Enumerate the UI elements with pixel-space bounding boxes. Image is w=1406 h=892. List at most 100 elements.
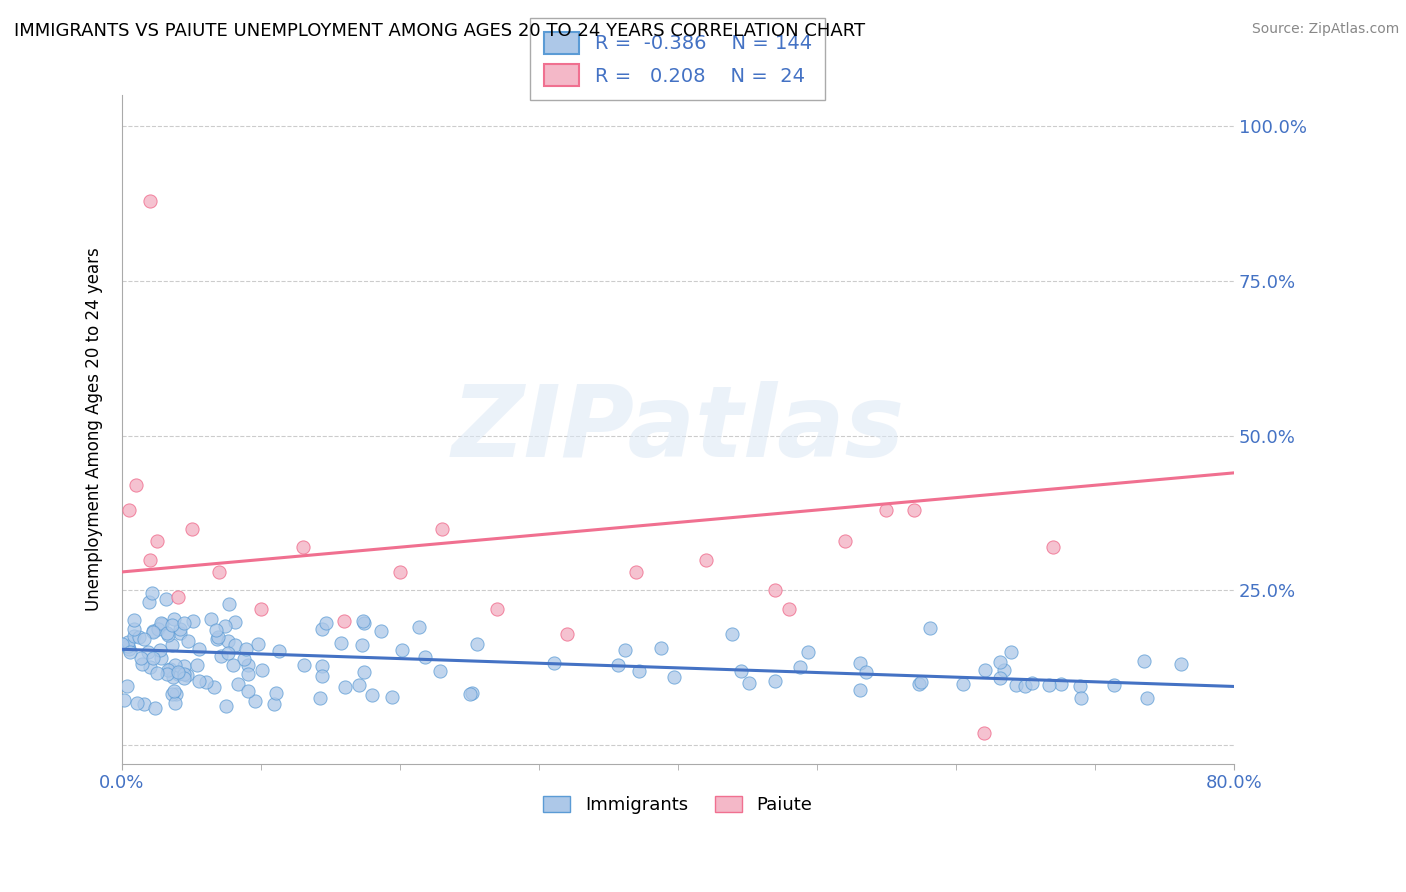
Point (243, 693, 266, 707)
Point (122, 623, 145, 637)
Y-axis label: Unemployment Among Ages 20 to 24 years: Unemployment Among Ages 20 to 24 years (86, 248, 103, 611)
Point (167, 667, 190, 681)
Point (139, 660, 162, 674)
Point (381, 690, 404, 705)
Point (149, 643, 172, 657)
Point (173, 671, 195, 685)
Point (117, 634, 139, 648)
Point (352, 615, 374, 629)
Point (555, 627, 578, 641)
Point (291, 540, 314, 554)
Point (1014, 679, 1036, 693)
Point (408, 620, 430, 634)
Point (146, 665, 169, 680)
Point (789, 660, 811, 674)
Point (778, 602, 800, 616)
Point (131, 657, 153, 672)
Point (908, 677, 931, 691)
Point (205, 632, 228, 646)
Point (118, 503, 141, 517)
Point (250, 602, 273, 616)
Point (430, 522, 453, 536)
Point (763, 673, 786, 688)
Point (311, 622, 333, 636)
Point (974, 663, 997, 677)
Point (202, 680, 225, 694)
Point (1050, 677, 1073, 691)
Point (311, 669, 333, 683)
Point (209, 649, 232, 664)
Point (308, 690, 330, 705)
Point (1136, 691, 1159, 706)
Point (173, 659, 195, 673)
Point (180, 522, 202, 536)
Point (204, 624, 226, 638)
Point (292, 658, 315, 673)
Point (250, 664, 273, 678)
Point (163, 658, 186, 673)
Point (614, 642, 637, 657)
Point (217, 634, 239, 648)
Point (218, 597, 240, 611)
Point (169, 623, 191, 637)
Point (217, 646, 239, 660)
Text: ZIPatlas: ZIPatlas (451, 381, 904, 478)
Point (1170, 657, 1192, 672)
Point (662, 669, 685, 683)
Point (1000, 645, 1022, 659)
Point (1042, 540, 1064, 554)
Point (353, 616, 375, 631)
Point (233, 652, 256, 666)
Point (988, 655, 1011, 669)
Point (187, 673, 209, 688)
Point (215, 698, 238, 713)
Point (370, 624, 392, 639)
Point (139, 194, 162, 208)
Point (150, 616, 173, 631)
Point (849, 656, 872, 670)
Point (1133, 654, 1156, 668)
Point (162, 687, 184, 701)
Point (181, 614, 204, 628)
Point (142, 650, 165, 665)
Point (132, 698, 155, 712)
Point (129, 650, 152, 665)
Point (177, 634, 200, 648)
Point (797, 645, 820, 659)
Text: Source: ZipAtlas.com: Source: ZipAtlas.com (1251, 22, 1399, 37)
Point (207, 630, 229, 644)
Point (920, 621, 942, 635)
Text: IMMIGRANTS VS PAIUTE UNEMPLOYMENT AMONG AGES 20 TO 24 YEARS CORRELATION CHART: IMMIGRANTS VS PAIUTE UNEMPLOYMENT AMONG … (14, 22, 865, 40)
Point (138, 595, 160, 609)
Point (311, 659, 333, 673)
Point (122, 629, 145, 643)
Point (115, 679, 138, 693)
Point (186, 658, 208, 673)
Point (1038, 678, 1060, 692)
Point (111, 637, 134, 651)
Point (738, 676, 761, 690)
Point (329, 636, 352, 650)
Point (236, 667, 259, 681)
Point (149, 651, 172, 665)
Point (335, 680, 357, 694)
Point (142, 624, 165, 638)
Point (465, 637, 488, 651)
Point (169, 626, 191, 640)
Point (156, 626, 179, 640)
Point (413, 649, 436, 664)
Point (695, 552, 717, 566)
Point (156, 666, 179, 681)
Point (361, 688, 384, 702)
Point (128, 630, 150, 644)
Point (142, 624, 165, 639)
Point (458, 687, 481, 701)
Point (1005, 677, 1028, 691)
Point (200, 612, 222, 626)
Point (246, 637, 269, 651)
Point (165, 687, 187, 701)
Point (1070, 690, 1092, 705)
Point (148, 623, 170, 637)
Point (543, 656, 565, 670)
Point (849, 682, 872, 697)
